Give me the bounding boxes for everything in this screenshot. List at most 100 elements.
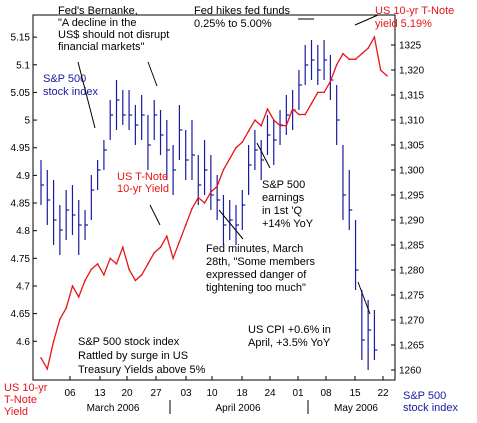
bernanke-pointer-2	[147, 61, 158, 87]
yield-point	[197, 196, 200, 199]
right-tick-label: 1,295	[399, 191, 424, 202]
yield-point	[90, 268, 93, 271]
caption: Treasury Yields above 5%	[78, 364, 206, 376]
x-tick-label: 18	[236, 388, 248, 399]
yield-point	[109, 257, 111, 260]
yield-label: US T-Note	[117, 171, 168, 183]
left-tick-label: 4.8	[16, 226, 30, 237]
yield-point	[46, 368, 49, 370]
left-axis-label: T-Note	[4, 394, 37, 406]
left-tick-label: 5	[24, 116, 30, 127]
yield-point	[379, 69, 382, 72]
minutes-pointer	[218, 209, 244, 240]
yield-point	[291, 108, 294, 110]
right-tick-label: 1,265	[399, 341, 424, 352]
left-tick-label: 4.9	[16, 171, 30, 182]
yield-point	[348, 58, 351, 61]
caption: Rattled by surge in US	[78, 350, 188, 362]
bernanke-annotation: "A decline in the	[58, 17, 137, 29]
yield-point	[103, 274, 105, 276]
left-tick-label: 4.75	[11, 254, 31, 265]
x-tick-label: 10	[206, 388, 218, 399]
yield-point	[140, 274, 143, 276]
yield-point	[386, 75, 388, 77]
yield-point	[77, 296, 80, 298]
right-tick-label: 1,300	[399, 166, 424, 177]
x-tick-label: 06	[64, 388, 76, 399]
yield-point	[65, 307, 67, 309]
x-axis-ticks: 06 13 20 27 03 10 18 24 01 08 15 22	[64, 376, 389, 399]
fed-minutes-annotation: Fed minutes, March	[206, 243, 303, 255]
x-tick-label: 22	[377, 388, 389, 399]
yield-point	[335, 63, 338, 66]
yield-point	[367, 47, 369, 49]
left-tick-label: 4.7	[16, 281, 30, 292]
bernanke-annotation: financial markets"	[58, 41, 145, 53]
yield-point	[59, 318, 61, 320]
cpi-annotation: US CPI +0.6% in	[248, 324, 331, 336]
yield-point	[304, 113, 307, 116]
fed-minutes-annotation: expressed danger of	[206, 269, 307, 281]
right-tick-label: 1,290	[399, 216, 424, 227]
earnings-annotation: in 1st 'Q	[262, 205, 302, 217]
yield-point	[323, 91, 325, 94]
yield-point	[159, 246, 162, 249]
yield-point	[134, 279, 137, 282]
yield-point	[71, 285, 74, 287]
yield-point	[354, 58, 357, 61]
right-axis-label: S&P 500	[403, 390, 446, 402]
left-tick-label: 5.1	[16, 60, 30, 71]
yield-point	[96, 263, 99, 265]
plot-area	[32, 14, 396, 381]
yield-point	[115, 263, 118, 265]
yield-point	[222, 169, 225, 171]
yield-point	[285, 124, 288, 127]
right-tick-label: 1,270	[399, 316, 424, 327]
yield-point	[266, 108, 269, 110]
bernanke-annotation: Fed's Bernanke,	[58, 5, 138, 17]
right-tick-label: 1260	[399, 366, 422, 377]
yield-series-line	[40, 35, 388, 371]
left-tick-label: 5.15	[11, 33, 31, 44]
yield-point	[153, 252, 156, 254]
right-tick-label: 1325	[399, 41, 422, 52]
yield-point	[317, 91, 319, 94]
x-tick-label: 24	[264, 388, 276, 399]
right-axis-label: stock index	[403, 402, 459, 414]
right-tick-label: 1,305	[399, 141, 424, 152]
x-group-label: March 2006	[87, 403, 140, 414]
left-tick-label: 4.6	[16, 337, 30, 348]
yield-point	[254, 119, 256, 121]
yield-point	[247, 130, 250, 132]
earnings-annotation: earnings	[262, 192, 305, 204]
fed-hikes-annotation: 0.25% to 5.00%	[194, 18, 272, 30]
fed-minutes-annotation: tightening too much"	[206, 282, 306, 294]
yield-point	[178, 240, 181, 243]
yield-top-annotation: US 10-yr T-Note	[375, 5, 454, 17]
yield-point	[84, 279, 86, 282]
left-tick-label: 4.85	[11, 199, 31, 210]
yield-point	[329, 80, 332, 83]
x-tick-label: 08	[320, 388, 332, 399]
cpi-annotation: April, +3.5% YoY	[248, 337, 331, 349]
yield-label-pointer	[149, 204, 161, 226]
x-axis-groups: March 2006 April 2006 May 2006	[87, 400, 378, 414]
yield-point	[203, 202, 206, 204]
bernanke-annotation: US$ should not disrupt	[58, 29, 169, 41]
yield-point	[166, 235, 168, 238]
right-tick-label: 1,315	[399, 91, 424, 102]
yield-point	[279, 124, 281, 127]
fed-minutes-annotation: 28th, "Some members	[206, 256, 316, 268]
right-tick-label: 1,275	[399, 291, 424, 302]
right-tick-label: 1,285	[399, 241, 424, 252]
earnings-pointer	[256, 142, 271, 169]
yield-point	[128, 268, 130, 271]
sp500-label: stock index	[43, 86, 99, 98]
yield-point	[210, 191, 212, 193]
yield-point	[342, 52, 344, 55]
caption: S&P 500 stock index	[78, 336, 180, 348]
x-tick-label: 01	[292, 388, 304, 399]
yield-point	[147, 263, 149, 265]
